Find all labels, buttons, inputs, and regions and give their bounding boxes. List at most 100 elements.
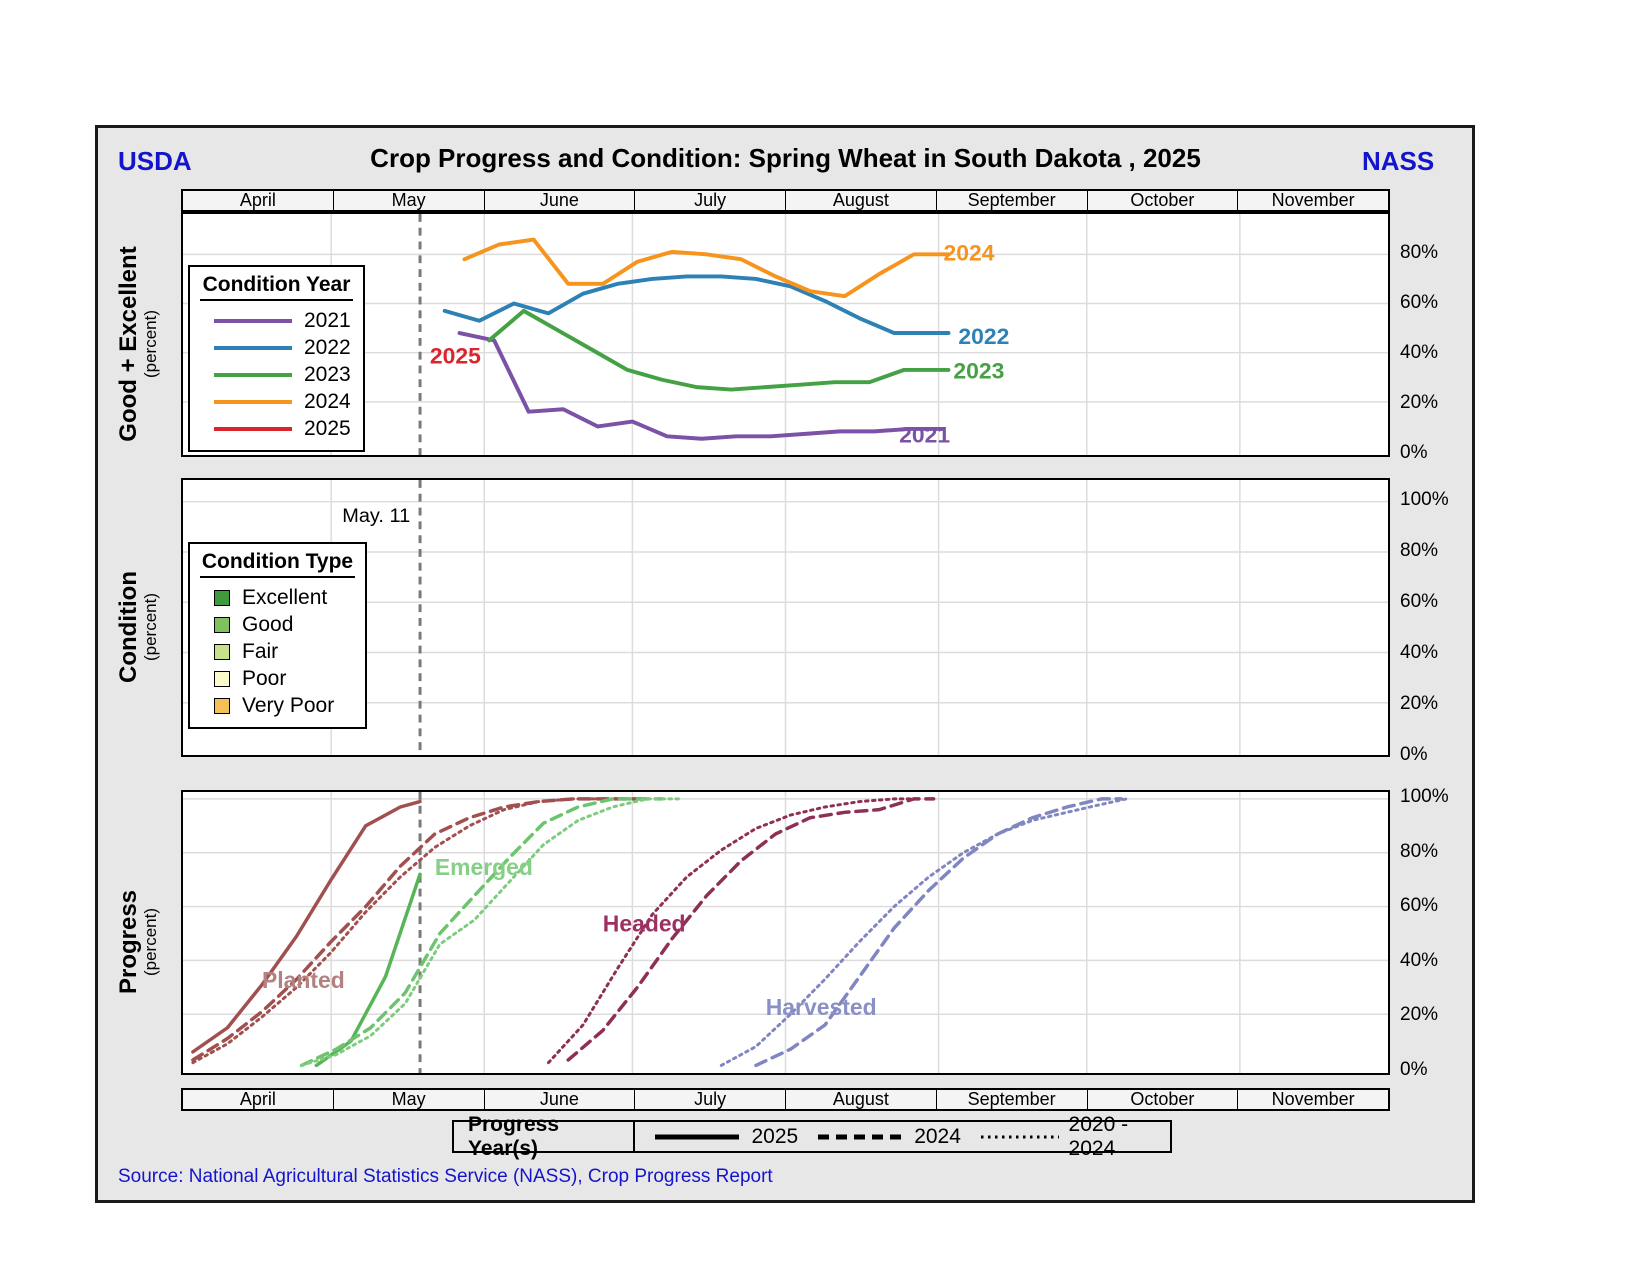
annotation-headed: Headed — [603, 911, 686, 937]
tick-bottom-40pct: 40% — [1400, 949, 1439, 971]
square-swatch-fair — [214, 643, 230, 660]
tick-bottom-0pct: 0% — [1400, 1059, 1428, 1080]
progress-legend-entry-2025: 2025 — [653, 1125, 798, 1149]
condition-type-legend-title: Condition Type — [200, 550, 355, 578]
series-planted-2024 — [191, 797, 645, 1062]
line-swatch-2021 — [214, 318, 292, 323]
tick-top-40pct: 40% — [1400, 342, 1439, 363]
tick-bottom-80pct: 80% — [1400, 840, 1439, 862]
month-label-november: November — [1237, 1089, 1388, 1109]
square-swatch-excellent — [214, 589, 230, 606]
series-planted-2020-2024 — [191, 797, 620, 1065]
month-label-june: June — [483, 190, 635, 210]
series-planted-2025 — [191, 799, 422, 1054]
legend-row-excellent: Excellent — [200, 584, 355, 611]
tick-top-60pct: 60% — [1400, 292, 1439, 313]
tick-top-0pct: 0% — [1400, 442, 1428, 463]
progress-panel: Planted Emerged Headed Harvested — [181, 790, 1390, 1075]
legend-label: 2024 — [914, 1124, 961, 1148]
month-label-august: August — [785, 190, 936, 210]
square-swatch-good — [214, 616, 230, 633]
condition-year-legend-title: Condition Year — [200, 273, 353, 301]
legend-row-very-poor: Very Poor — [200, 692, 355, 719]
line-swatch-2025 — [214, 426, 292, 431]
legend-row-2023: 2023 — [200, 361, 353, 388]
tick-middle-20pct: 20% — [1400, 693, 1439, 714]
legend-label: Fair — [242, 639, 279, 663]
month-label-may: May — [332, 1089, 484, 1109]
tick-middle-40pct: 40% — [1400, 642, 1439, 663]
tick-top-80pct: 80% — [1400, 242, 1439, 263]
progress-years-legend-title: Progress Year(s) — [454, 1113, 636, 1160]
solid-line-swatch — [655, 1134, 740, 1139]
annotation-may-11: May. 11 — [342, 505, 410, 527]
annotation-harvested: Harvested — [766, 994, 877, 1020]
month-label-september: September — [935, 1089, 1087, 1109]
progress-legend-entry-2024: 2024 — [816, 1125, 961, 1149]
tick-bottom-60pct: 60% — [1400, 895, 1439, 917]
tick-bottom-100pct: 100% — [1400, 786, 1449, 807]
square-swatch-poor — [214, 670, 230, 687]
tick-middle-100pct: 100% — [1400, 489, 1449, 510]
series-2023 — [487, 308, 951, 392]
month-label-april: April — [239, 1089, 276, 1109]
month-axis-bottom: April May June July August September October No… — [181, 1088, 1390, 1111]
condition-year-legend: Condition Year 2021 2022 2023 2024 2025 — [188, 265, 365, 452]
line-swatch-2022 — [214, 345, 292, 350]
month-label-november: November — [1237, 190, 1388, 210]
series-headed-2024 — [566, 797, 936, 1062]
month-label-august: August — [785, 1089, 936, 1109]
good-excellent-panel: 2025 2024 2022 2023 2021 — [181, 212, 1390, 457]
series-emerged-2025 — [314, 872, 422, 1068]
usda-logo: USDA — [118, 146, 192, 176]
annotation-2023: 2023 — [953, 357, 1004, 383]
series-emerged-2020-2024 — [300, 797, 684, 1067]
series-2021 — [457, 331, 946, 441]
month-label-april: April — [239, 190, 276, 210]
annotation-2021: 2021 — [899, 421, 950, 447]
condition-panel: May. 11 — [181, 478, 1390, 757]
month-label-june: June — [483, 1089, 635, 1109]
month-axis-top: April May June July August September October No… — [181, 189, 1390, 212]
annotation-2025: 2025 — [430, 343, 481, 369]
progress-legend-entry-2020-2024: 2020 - 2024 — [979, 1113, 1170, 1161]
legend-label: Excellent — [242, 585, 328, 609]
tick-middle-60pct: 60% — [1400, 591, 1439, 612]
progress-years-legend: Progress Year(s) 2025 2024 2020 - 2024 — [452, 1113, 1172, 1160]
y-axis-label-progress: Progress (percent) — [115, 889, 160, 995]
month-label-july: July — [634, 1089, 785, 1109]
source-text: Source: National Agricultural Statistics… — [118, 1166, 773, 1187]
tick-middle-80pct: 80% — [1400, 540, 1439, 561]
line-swatch-2024 — [214, 399, 292, 404]
month-label-may: May — [332, 190, 484, 210]
series-harvested-2020-2024 — [719, 797, 1128, 1067]
series-headed-2020-2024 — [546, 797, 916, 1065]
legend-label: 2025 — [751, 1124, 799, 1148]
month-label-july: July — [634, 190, 785, 210]
legend-row-good: Good — [200, 611, 355, 638]
dashed-line-swatch — [818, 1134, 903, 1139]
condition-type-legend: Condition Type Excellent Good Fair Poor Very… — [188, 542, 367, 729]
legend-label: 2024 — [304, 389, 351, 413]
tick-top-20pct: 20% — [1400, 392, 1439, 413]
dotted-line-swatch — [980, 1135, 1059, 1138]
annotation-2024: 2024 — [944, 239, 995, 265]
tick-middle-0pct: 0% — [1400, 744, 1428, 765]
legend-label: 2022 — [304, 335, 351, 359]
legend-row-fair: Fair — [200, 638, 355, 665]
legend-row-poor: Poor — [200, 665, 355, 692]
square-swatch-very-poor — [214, 697, 230, 714]
month-label-september: September — [935, 190, 1087, 210]
legend-row-2022: 2022 — [200, 334, 353, 361]
legend-label: 2023 — [304, 362, 351, 386]
legend-label: 2021 — [304, 308, 351, 332]
legend-label: Good — [242, 612, 294, 636]
legend-row-2025: 2025 — [200, 415, 353, 442]
annotation-emerged: Emerged — [435, 854, 533, 880]
legend-label: Very Poor — [242, 693, 335, 717]
series-2024 — [462, 237, 951, 299]
progress-chart: Planted Emerged Headed Harvested — [183, 792, 1388, 1073]
month-label-october: October — [1086, 1089, 1238, 1109]
line-swatch-2023 — [214, 372, 292, 377]
